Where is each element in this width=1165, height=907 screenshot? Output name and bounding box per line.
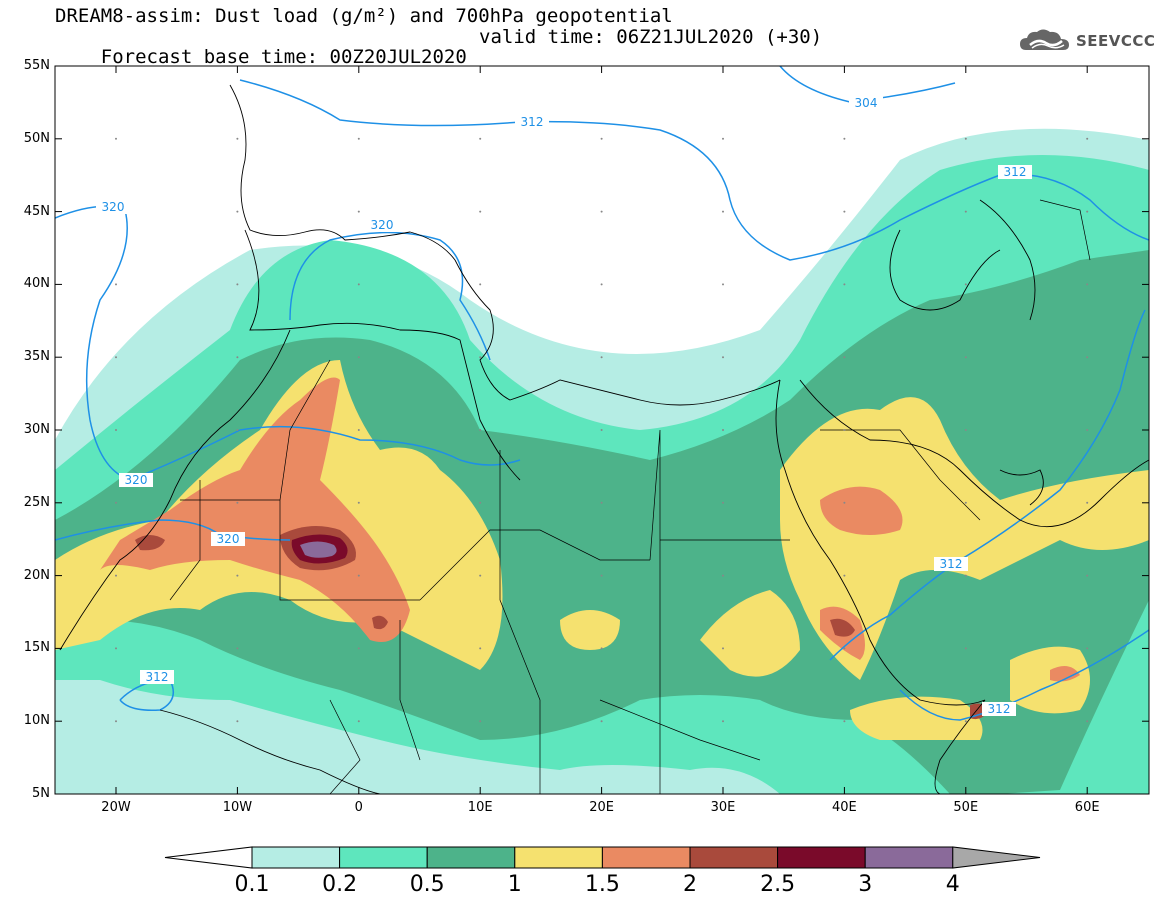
svg-text:312: 312 xyxy=(1004,165,1027,179)
contour-320-mid xyxy=(55,519,291,541)
colorbar-label: 1.5 xyxy=(584,872,620,897)
dust-level-1-east xyxy=(780,397,1149,680)
lat-label: 40N xyxy=(23,276,50,292)
contour-labels: 320 312 304 320 320 320 312 312 312 312 xyxy=(96,96,1032,716)
base-time: Forecast base time: 00Z20JUL2020 xyxy=(100,46,467,68)
colorbar-left-triangle xyxy=(164,846,253,869)
svg-text:312: 312 xyxy=(521,115,544,129)
contour-312-east xyxy=(829,309,1146,661)
colorbar xyxy=(164,846,1041,869)
colorbar-segment xyxy=(777,846,866,869)
svg-text:320: 320 xyxy=(371,218,394,232)
svg-text:312: 312 xyxy=(988,702,1011,716)
svg-text:312: 312 xyxy=(146,670,169,684)
colorbar-label: 3 xyxy=(858,872,873,897)
svg-text:320: 320 xyxy=(125,473,148,487)
lat-label: 20N xyxy=(23,567,50,583)
dust-field xyxy=(55,66,1149,794)
lat-label: 5N xyxy=(32,786,50,801)
colorbar-right-triangle xyxy=(952,846,1041,869)
colorbar-label: 1 xyxy=(507,872,522,897)
contour-label: 320 xyxy=(365,218,399,232)
lon-label: 10W xyxy=(222,800,253,815)
country-borders xyxy=(169,199,1091,794)
lon-label: 30E xyxy=(710,800,736,815)
lon-label: 40E xyxy=(832,800,857,815)
colorbar-label: 0.1 xyxy=(234,872,270,897)
contour-label: 312 xyxy=(934,557,968,571)
colorbar-label: 2.5 xyxy=(760,872,796,897)
colorbar-segment xyxy=(426,846,516,869)
dust-level-1-horn xyxy=(850,696,983,740)
colorbar-label: 0.2 xyxy=(322,872,358,897)
svg-text:304: 304 xyxy=(855,96,878,110)
lon-label: 10E xyxy=(467,800,493,815)
colorbar-segment xyxy=(864,846,954,869)
contour-320-north xyxy=(289,231,491,361)
dust-level-1-sahel xyxy=(560,610,620,650)
colorbar-segment xyxy=(251,846,341,869)
axis-ticks xyxy=(55,65,1149,795)
svg-text:320: 320 xyxy=(217,532,240,546)
dust-level-1-south xyxy=(700,590,800,677)
lat-label: 25N xyxy=(23,494,50,510)
lat-label: 10N xyxy=(23,713,50,729)
lon-label: 20E xyxy=(589,800,614,815)
lon-label: 60E xyxy=(1074,800,1100,815)
seevccc-logo: SEEVCCC xyxy=(1018,26,1158,56)
logo-text: SEEVCCC xyxy=(1076,32,1156,50)
contour-label: 312 xyxy=(140,670,174,684)
colorbar-label: 4 xyxy=(945,872,960,897)
lat-label: 45N xyxy=(23,203,50,219)
dust-level-2-sahel xyxy=(372,615,388,630)
lon-label: 0 xyxy=(354,800,363,815)
svg-text:320: 320 xyxy=(102,200,125,214)
cloud-logo-icon xyxy=(1020,29,1069,50)
map-title: DREAM8-assim: Dust load (g/m²) and 700hP… xyxy=(55,5,673,27)
dust-level-2-redsea xyxy=(830,618,855,637)
contour-label: 312 xyxy=(982,702,1016,716)
contour-312-sw xyxy=(119,679,175,712)
contour-label: 320 xyxy=(96,200,130,214)
contour-label: 312 xyxy=(998,165,1032,179)
colorbar-segment xyxy=(601,846,691,869)
lat-label: 35N xyxy=(23,349,50,365)
colorbar-label: 2 xyxy=(683,872,697,897)
svg-text:312: 312 xyxy=(940,557,963,571)
dust-level-2-west xyxy=(135,535,165,551)
dust-level-1.5 xyxy=(100,377,410,642)
lon-label: 20W xyxy=(101,800,131,815)
contour-label: 320 xyxy=(119,473,153,487)
colorbar-label: 0.5 xyxy=(409,872,445,897)
colorbar-segment xyxy=(514,846,603,869)
lat-label: 30N xyxy=(23,422,50,437)
contour-label: 312 xyxy=(515,115,549,129)
valid-time: valid time: 06Z21JUL2020 (+30) xyxy=(479,26,823,48)
colorbar-segment xyxy=(339,846,428,869)
coastlines xyxy=(59,84,1149,794)
lat-label: 15N xyxy=(23,640,50,656)
dust-level-1.5-arabia xyxy=(1050,666,1080,682)
contour-label: 304 xyxy=(849,96,883,110)
lat-label: 50N xyxy=(23,130,50,146)
lon-label: 50E xyxy=(953,800,979,815)
dust-level-1.5-east xyxy=(820,486,903,535)
lat-label: 55N xyxy=(23,58,50,73)
colorbar-segment xyxy=(689,846,779,869)
dust-level-3 xyxy=(300,541,337,558)
grid-dots xyxy=(115,137,1089,794)
map-subtitle: Forecast base time: 00Z20JUL2020 valid t… xyxy=(55,27,822,107)
contour-label: 320 xyxy=(211,532,245,546)
